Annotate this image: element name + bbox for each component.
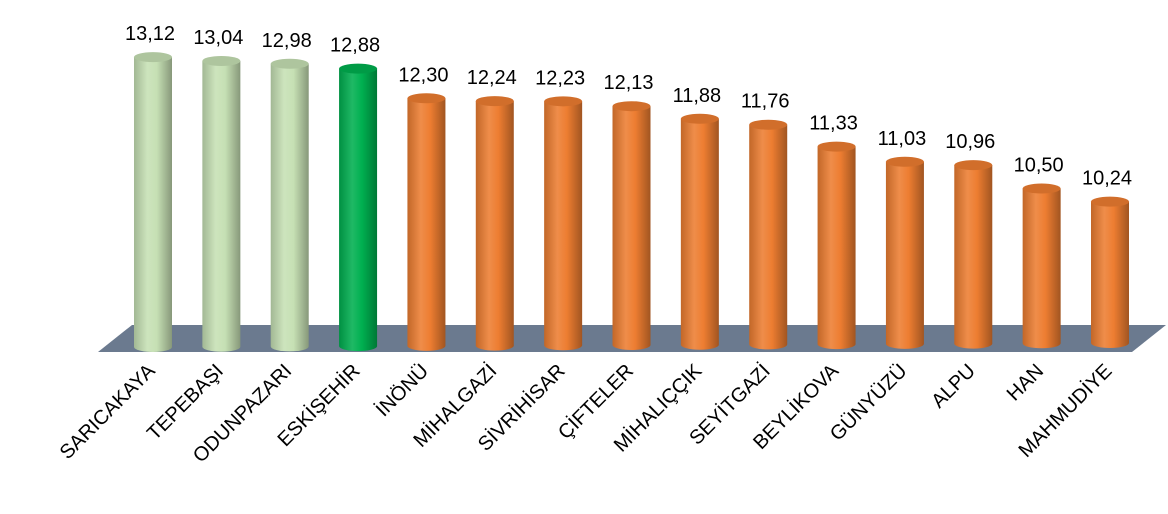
bar [749, 119, 788, 350]
bar [1091, 196, 1129, 348]
bar-body [612, 106, 651, 350]
value-label: 13,04 [193, 27, 243, 49]
category-label: ALPU [927, 360, 980, 413]
bar-body [202, 60, 241, 352]
bar-body [270, 63, 309, 352]
value-label: 11,03 [878, 128, 927, 150]
bar [1022, 183, 1061, 349]
bar-body [817, 146, 856, 350]
bars [134, 52, 1129, 352]
bar-top [885, 156, 924, 167]
bar-top [749, 119, 788, 130]
bar [544, 96, 583, 351]
bar-body [475, 101, 514, 351]
bar [612, 101, 651, 350]
bar-body [407, 98, 446, 351]
bar-top [407, 93, 446, 104]
value-label: 12,24 [467, 67, 517, 89]
value-label: 10,24 [1082, 168, 1132, 190]
category-label: İNÖNÜ [371, 359, 433, 421]
bar-top [612, 101, 651, 112]
bar-top [544, 96, 583, 107]
value-labels: 13,12 13,04 12,98 12,88 12,30 12,24 12,23 12,13… [125, 23, 1132, 190]
value-label: 12,13 [603, 72, 653, 94]
value-label: 12,88 [330, 35, 380, 57]
bar-top [954, 160, 993, 171]
bar-body [749, 124, 788, 350]
value-label: 13,12 [125, 23, 175, 45]
bar-top [680, 113, 719, 124]
bar [885, 156, 924, 349]
bar-top [339, 63, 378, 74]
bar [680, 113, 719, 350]
bar-top [202, 55, 241, 66]
bar [954, 160, 993, 349]
bar-top [475, 96, 514, 107]
bar [817, 141, 856, 350]
value-label: 11,76 [741, 91, 790, 113]
bar-top [134, 52, 172, 63]
bar-body [954, 165, 993, 349]
value-label: 12,98 [262, 30, 312, 52]
value-label: 10,96 [945, 131, 995, 153]
bar-body [1022, 188, 1061, 349]
value-label: 12,30 [398, 64, 448, 86]
bar-top [270, 58, 309, 69]
value-label: 11,33 [809, 113, 858, 135]
bar-top [1022, 183, 1061, 194]
category-label: SARICAKAYA [56, 360, 160, 464]
value-label: 11,88 [673, 85, 722, 107]
value-label: 12,23 [535, 67, 585, 89]
value-label: 10,50 [1014, 155, 1064, 177]
bar [270, 58, 309, 352]
bar-body [885, 161, 924, 349]
bar-body [339, 68, 378, 352]
bar-top [1091, 196, 1129, 207]
bar [407, 93, 446, 351]
bar [202, 55, 241, 352]
bar-body [680, 118, 719, 350]
bar [134, 52, 172, 352]
bar-body [1091, 201, 1129, 348]
bar [475, 96, 514, 351]
bar [339, 63, 378, 352]
bar-top [817, 141, 856, 152]
bar-body [134, 57, 172, 352]
category-label: HAN [1003, 360, 1048, 405]
bar-body [544, 101, 583, 351]
